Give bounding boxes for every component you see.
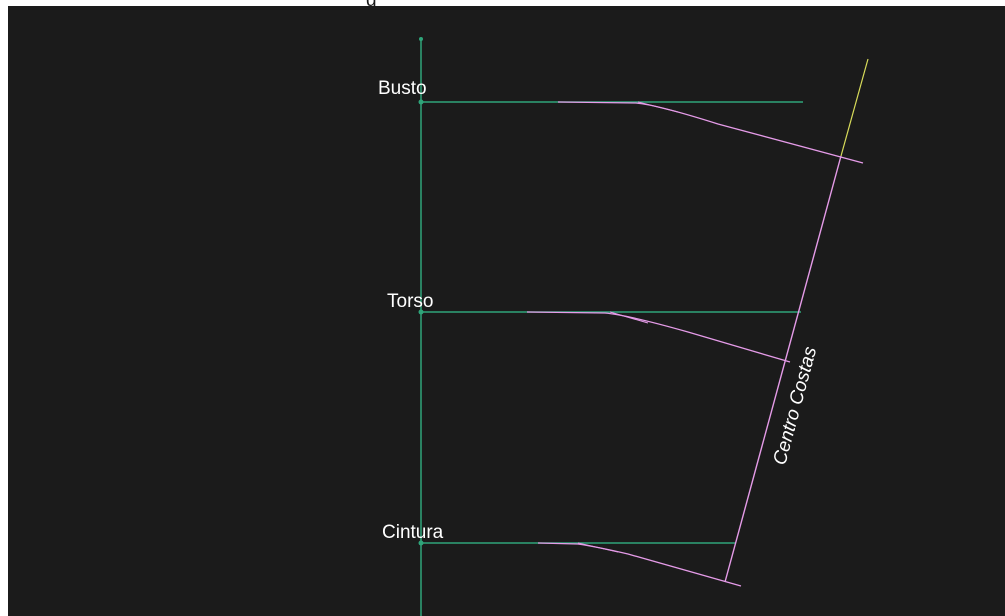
pattern-canvas[interactable]: Busto Torso Cintura Centro Costas	[8, 6, 1005, 616]
cintura-tangent	[577, 542, 619, 553]
torso-curve	[526, 311, 791, 363]
torso-point[interactable]	[418, 309, 424, 315]
busto-tangent	[637, 101, 679, 113]
label-busto: Busto	[378, 78, 427, 99]
clipped-header-text: g	[366, 0, 377, 12]
guide-top-point[interactable]	[419, 37, 423, 41]
centro-costas-line	[724, 155, 842, 583]
label-torso: Torso	[387, 291, 433, 312]
cintura-curve	[537, 542, 742, 587]
busto-curve	[557, 101, 864, 164]
busto-point[interactable]	[418, 99, 424, 105]
centro-costas-extension	[840, 58, 869, 157]
label-cintura: Cintura	[382, 522, 444, 543]
torso-tangent	[609, 311, 649, 324]
label-centro-costas: Centro Costas	[770, 344, 822, 467]
pattern-diagram: Busto Torso Cintura Centro Costas	[378, 37, 869, 616]
cintura-point[interactable]	[418, 540, 424, 546]
